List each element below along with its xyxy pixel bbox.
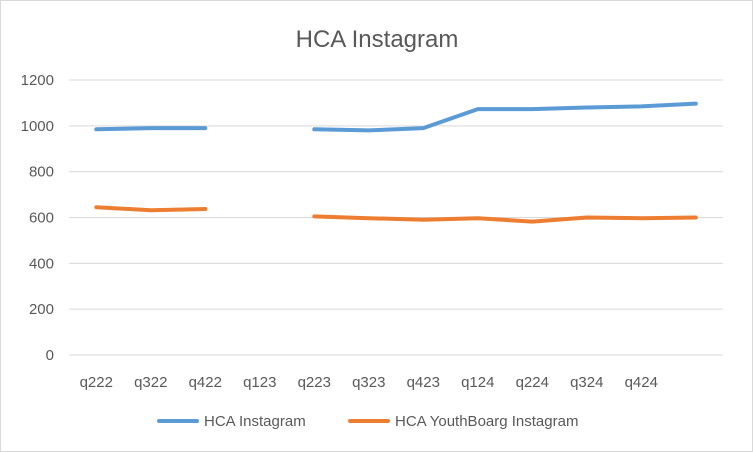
x-tick-label: q224 <box>516 374 549 391</box>
legend-label-1: HCA Instagram <box>204 413 306 430</box>
series-line-2 <box>94 205 208 213</box>
series-line-1 <box>94 126 208 132</box>
x-tick-label: q423 <box>407 374 440 391</box>
x-tick-label: q323 <box>352 374 385 391</box>
legend: HCA Instagram HCA YouthBoarg Instagram <box>157 413 578 430</box>
x-tick-label: q223 <box>298 374 331 391</box>
x-tick-label: q222 <box>80 374 113 391</box>
y-tick-label: 200 <box>29 301 54 318</box>
series-lines <box>94 101 698 224</box>
gridlines <box>69 79 723 356</box>
x-axis-ticks: q222 q322 q422 q123 q223 q323 q423 q124 q224 q324… <box>80 374 658 391</box>
legend-label-2: HCA YouthBoarg Instagram <box>395 413 578 430</box>
x-tick-label: q124 <box>461 374 494 391</box>
series-line-1 <box>312 101 698 133</box>
y-tick-label: 800 <box>29 164 54 181</box>
y-axis-ticks: 0 200 400 600 800 1000 1200 <box>21 72 54 364</box>
x-tick-label: q322 <box>134 374 167 391</box>
x-tick-label: q324 <box>570 374 603 391</box>
y-tick-label: 0 <box>46 347 54 364</box>
y-tick-label: 1200 <box>21 72 54 89</box>
x-tick-label: q424 <box>625 374 658 391</box>
x-tick-label: q123 <box>243 374 276 391</box>
y-tick-label: 600 <box>29 210 54 227</box>
y-tick-label: 1000 <box>21 118 54 135</box>
chart-title: HCA Instagram <box>296 26 459 53</box>
series-line-2 <box>312 214 698 224</box>
y-tick-label: 400 <box>29 255 54 272</box>
x-tick-label: q422 <box>189 374 222 391</box>
